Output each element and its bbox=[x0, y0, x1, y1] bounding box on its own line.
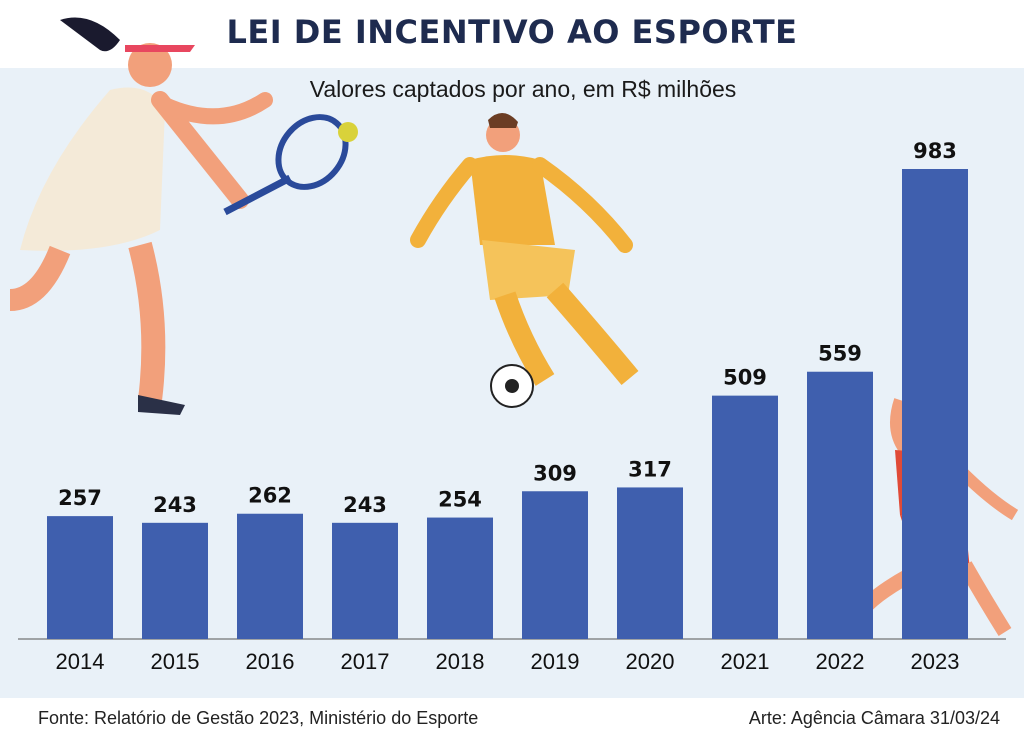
soccer-player-illustration bbox=[410, 112, 639, 408]
tick-label-2016: 2016 bbox=[246, 649, 295, 674]
bar-2021 bbox=[712, 395, 778, 639]
bar-2016 bbox=[237, 513, 303, 639]
value-label-2015: 243 bbox=[153, 493, 197, 517]
tick-label-2015: 2015 bbox=[151, 649, 200, 674]
tick-label-2014: 2014 bbox=[56, 649, 105, 674]
tick-label-2019: 2019 bbox=[531, 649, 580, 674]
value-label-2022: 559 bbox=[818, 342, 862, 366]
value-label-2023: 983 bbox=[913, 139, 957, 163]
tick-label-2017: 2017 bbox=[341, 649, 390, 674]
chart-title: LEI DE INCENTIVO AO ESPORTE bbox=[226, 13, 798, 51]
value-label-2019: 309 bbox=[533, 461, 577, 485]
tick-label-2020: 2020 bbox=[626, 649, 675, 674]
footer-credit: Arte: Agência Câmara 31/03/24 bbox=[748, 708, 1000, 728]
tick-label-2023: 2023 bbox=[911, 649, 960, 674]
bar-2019 bbox=[522, 491, 588, 639]
bar-2020 bbox=[617, 487, 683, 639]
value-label-2018: 254 bbox=[438, 488, 482, 512]
tennis-player-illustration bbox=[9, 17, 358, 415]
bar-2022 bbox=[807, 371, 873, 639]
value-label-2020: 317 bbox=[628, 457, 672, 481]
bar-2023 bbox=[902, 169, 968, 639]
value-label-2014: 257 bbox=[58, 486, 102, 510]
tick-label-2021: 2021 bbox=[721, 649, 770, 674]
value-label-2021: 509 bbox=[723, 366, 767, 390]
tick-label-2022: 2022 bbox=[816, 649, 865, 674]
bar-2017 bbox=[332, 522, 398, 639]
bar-2018 bbox=[427, 517, 493, 639]
bar-2015 bbox=[142, 522, 208, 639]
tick-label-2018: 2018 bbox=[436, 649, 485, 674]
footer-source: Fonte: Relatório de Gestão 2023, Ministé… bbox=[38, 708, 479, 728]
bar-2014 bbox=[47, 516, 113, 639]
value-label-2017: 243 bbox=[343, 493, 387, 517]
value-label-2016: 262 bbox=[248, 484, 292, 508]
chart-subtitle: Valores captados por ano, em R$ milhões bbox=[309, 76, 737, 102]
